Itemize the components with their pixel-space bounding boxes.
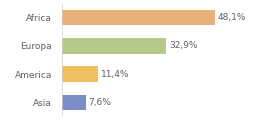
Text: 7,6%: 7,6% (88, 98, 111, 107)
Text: 11,4%: 11,4% (101, 70, 129, 79)
Bar (62, 66, 98, 82)
Bar (62, 38, 166, 54)
Text: 48,1%: 48,1% (217, 13, 246, 22)
Bar (62, 10, 215, 25)
Bar (62, 95, 86, 110)
Text: 32,9%: 32,9% (169, 41, 197, 50)
